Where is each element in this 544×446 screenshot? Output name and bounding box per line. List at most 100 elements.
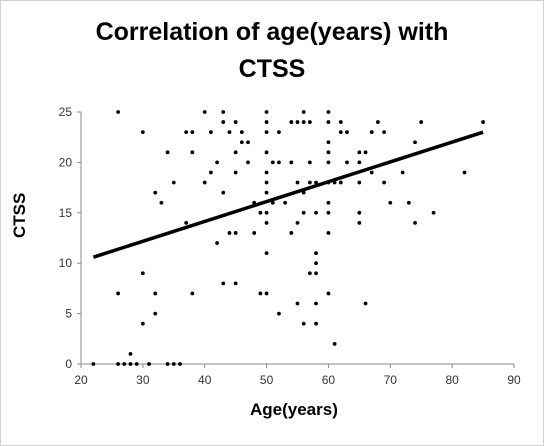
data-point: [333, 342, 337, 346]
data-point: [314, 271, 318, 275]
trendline: [93, 132, 483, 257]
data-point: [413, 140, 417, 144]
data-point: [370, 171, 374, 175]
data-point: [265, 150, 269, 154]
data-point: [209, 130, 213, 134]
data-point: [203, 181, 207, 185]
data-point: [302, 322, 306, 326]
data-point: [190, 292, 194, 296]
data-point: [234, 120, 238, 124]
data-point: [153, 191, 157, 195]
data-point: [289, 120, 293, 124]
data-point: [221, 281, 225, 285]
data-point: [265, 130, 269, 134]
data-point: [184, 221, 188, 225]
data-point: [240, 130, 244, 134]
data-point: [370, 130, 374, 134]
data-point: [308, 120, 312, 124]
data-point: [265, 211, 269, 215]
data-point: [339, 181, 343, 185]
data-point: [345, 130, 349, 134]
y-tick-label: 10: [59, 256, 73, 270]
data-point: [166, 150, 170, 154]
data-point: [308, 271, 312, 275]
data-point: [160, 201, 164, 205]
data-point: [265, 292, 269, 296]
data-point: [116, 292, 120, 296]
data-point: [221, 191, 225, 195]
data-point: [463, 171, 467, 175]
y-tick-label: 5: [65, 307, 72, 321]
data-point: [289, 231, 293, 235]
data-point: [277, 161, 281, 165]
data-point: [376, 120, 380, 124]
data-point: [172, 181, 176, 185]
data-point: [407, 201, 411, 205]
data-point: [215, 241, 219, 245]
data-point: [302, 110, 306, 114]
y-tick-label: 15: [59, 206, 73, 220]
data-point: [141, 322, 145, 326]
data-point: [302, 120, 306, 124]
data-point: [314, 322, 318, 326]
data-point: [240, 140, 244, 144]
data-point: [135, 362, 139, 366]
data-point: [357, 181, 361, 185]
data-point: [388, 201, 392, 205]
data-point: [413, 221, 417, 225]
data-point: [234, 231, 238, 235]
data-point: [122, 362, 126, 366]
x-tick-label: 30: [136, 373, 150, 387]
data-point: [432, 211, 436, 215]
data-point: [339, 130, 343, 134]
data-point: [289, 161, 293, 165]
data-point: [327, 231, 331, 235]
data-point: [265, 181, 269, 185]
data-point: [265, 221, 269, 225]
data-point: [184, 130, 188, 134]
data-point: [116, 110, 120, 114]
data-point: [190, 130, 194, 134]
data-point: [345, 161, 349, 165]
data-point: [382, 181, 386, 185]
y-tick-label: 0: [65, 357, 72, 371]
data-point: [364, 302, 368, 306]
y-tick-label: 25: [59, 105, 73, 119]
x-tick-label: 80: [445, 373, 459, 387]
data-point: [246, 161, 250, 165]
data-point: [153, 312, 157, 316]
data-point: [265, 191, 269, 195]
data-point: [153, 292, 157, 296]
data-point: [209, 171, 213, 175]
data-point: [327, 120, 331, 124]
data-point: [357, 221, 361, 225]
data-point: [246, 140, 250, 144]
data-point: [252, 231, 256, 235]
data-point: [339, 120, 343, 124]
data-point: [357, 211, 361, 215]
data-point: [296, 302, 300, 306]
data-point: [129, 352, 133, 356]
data-point: [327, 140, 331, 144]
data-point: [327, 110, 331, 114]
data-point: [234, 171, 238, 175]
data-point: [141, 271, 145, 275]
data-point: [327, 150, 331, 154]
data-point: [308, 181, 312, 185]
data-point: [91, 362, 95, 366]
x-tick-label: 70: [384, 373, 398, 387]
data-point: [221, 110, 225, 114]
data-point: [234, 150, 238, 154]
x-tick-label: 60: [322, 373, 336, 387]
data-point: [234, 281, 238, 285]
data-point: [116, 362, 120, 366]
data-point: [308, 161, 312, 165]
data-point: [215, 161, 219, 165]
x-tick-label: 40: [198, 373, 212, 387]
data-point: [357, 161, 361, 165]
data-point: [419, 120, 423, 124]
y-tick-label: 20: [59, 155, 73, 169]
data-point: [178, 362, 182, 366]
data-point: [265, 251, 269, 255]
data-point: [296, 221, 300, 225]
